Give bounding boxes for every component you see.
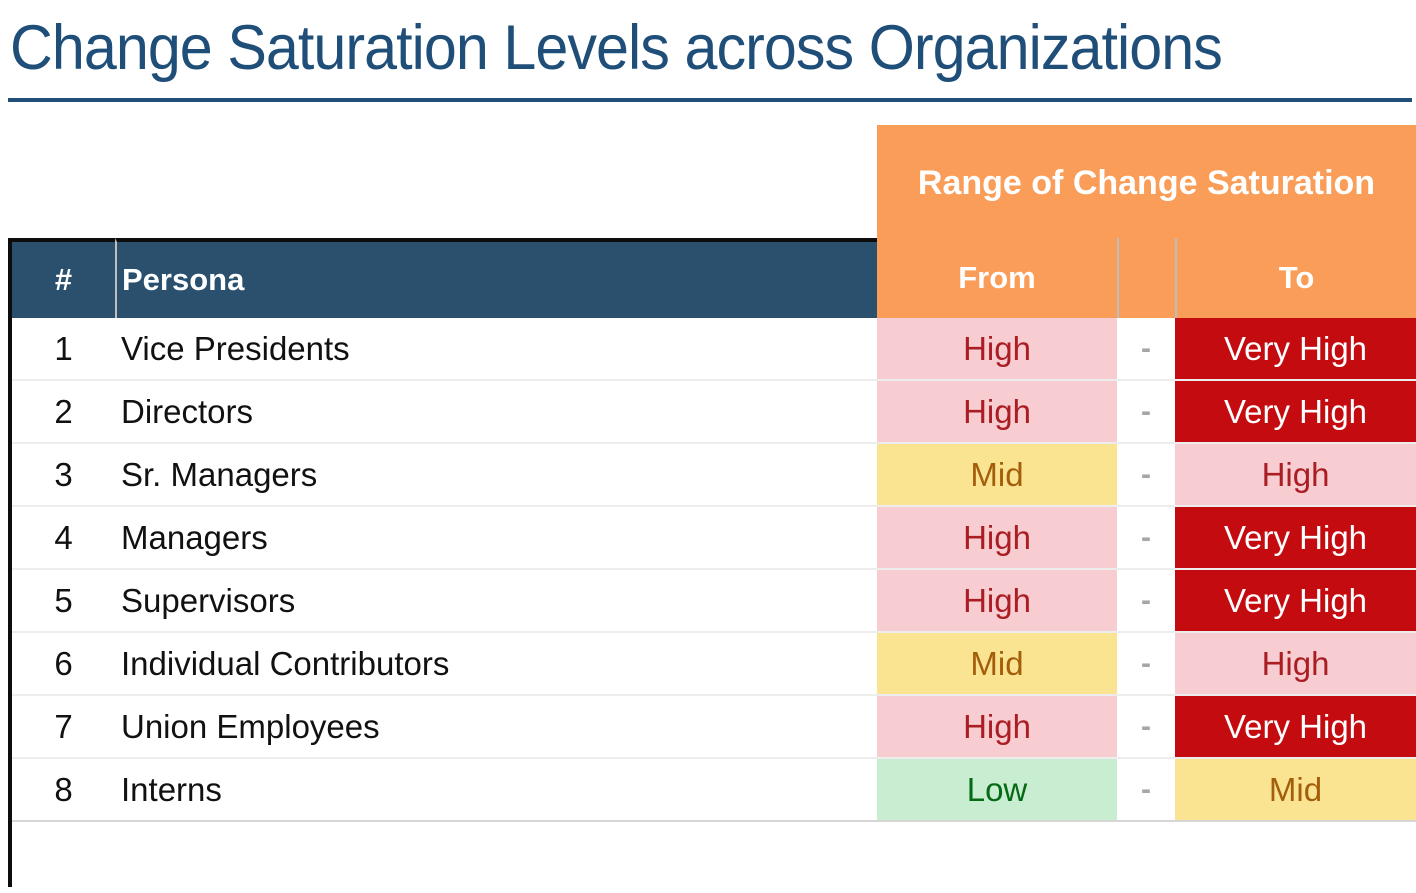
row-number: 8 <box>12 759 115 822</box>
row-number: 5 <box>12 570 115 633</box>
from-saturation-cell: High <box>877 570 1117 633</box>
table-row: 2 Directors High - Very High <box>12 381 1416 444</box>
range-separator: - <box>1117 444 1175 507</box>
to-saturation-cell: High <box>1175 444 1416 507</box>
from-saturation-cell: Mid <box>877 633 1117 696</box>
row-number: 6 <box>12 633 115 696</box>
from-saturation-cell: Mid <box>877 444 1117 507</box>
persona-cell: Vice Presidents <box>115 318 877 381</box>
persona-cell: Supervisors <box>115 570 877 633</box>
persona-cell: Directors <box>115 381 877 444</box>
row-number: 1 <box>12 318 115 381</box>
to-saturation-cell: Very High <box>1175 570 1416 633</box>
persona-cell: Interns <box>115 759 877 822</box>
to-saturation-cell: Very High <box>1175 318 1416 381</box>
range-separator: - <box>1117 570 1175 633</box>
from-saturation-cell: High <box>877 507 1117 570</box>
range-separator: - <box>1117 759 1175 822</box>
to-saturation-cell: Mid <box>1175 759 1416 822</box>
row-number: 4 <box>12 507 115 570</box>
persona-cell: Individual Contributors <box>115 633 877 696</box>
table-row: 1 Vice Presidents High - Very High <box>12 318 1416 381</box>
table-header-row: # Persona From To <box>12 238 1416 318</box>
title-underline-rule <box>8 98 1412 102</box>
to-saturation-cell: Very High <box>1175 696 1416 759</box>
persona-cell: Sr. Managers <box>115 444 877 507</box>
group-header-spacer <box>8 125 877 238</box>
table-body: 1 Vice Presidents High - Very High 2 Dir… <box>12 318 1416 822</box>
range-separator: - <box>1117 318 1175 381</box>
table-row: 5 Supervisors High - Very High <box>12 570 1416 633</box>
row-number: 2 <box>12 381 115 444</box>
to-saturation-cell: Very High <box>1175 507 1416 570</box>
range-of-change-saturation-header: Range of Change Saturation <box>877 125 1416 238</box>
table-row: 7 Union Employees High - Very High <box>12 696 1416 759</box>
table-row: 4 Managers High - Very High <box>12 507 1416 570</box>
range-separator: - <box>1117 381 1175 444</box>
table-row: 8 Interns Low - Mid <box>12 759 1416 822</box>
group-header-band: Range of Change Saturation <box>8 125 1416 238</box>
slide-header: Change Saturation Levels across Organiza… <box>0 0 1416 96</box>
persona-cell: Managers <box>115 507 877 570</box>
row-number: 3 <box>12 444 115 507</box>
column-header-from: From <box>877 238 1117 318</box>
empty-trailing-row <box>12 822 1416 887</box>
column-header-number: # <box>12 238 115 318</box>
from-saturation-cell: High <box>877 381 1117 444</box>
to-saturation-cell: High <box>1175 633 1416 696</box>
page-title: Change Saturation Levels across Organiza… <box>10 13 1223 83</box>
column-header-separator <box>1117 238 1175 318</box>
row-number: 7 <box>12 696 115 759</box>
range-separator: - <box>1117 633 1175 696</box>
table-row: 6 Individual Contributors Mid - High <box>12 633 1416 696</box>
range-separator: - <box>1117 696 1175 759</box>
persona-cell: Union Employees <box>115 696 877 759</box>
range-separator: - <box>1117 507 1175 570</box>
saturation-table: # Persona From To 1 Vice Presidents High… <box>8 238 1416 887</box>
column-header-persona: Persona <box>115 238 877 318</box>
table-row: 3 Sr. Managers Mid - High <box>12 444 1416 507</box>
to-saturation-cell: Very High <box>1175 381 1416 444</box>
from-saturation-cell: High <box>877 318 1117 381</box>
column-header-to: To <box>1175 238 1416 318</box>
from-saturation-cell: Low <box>877 759 1117 822</box>
from-saturation-cell: High <box>877 696 1117 759</box>
